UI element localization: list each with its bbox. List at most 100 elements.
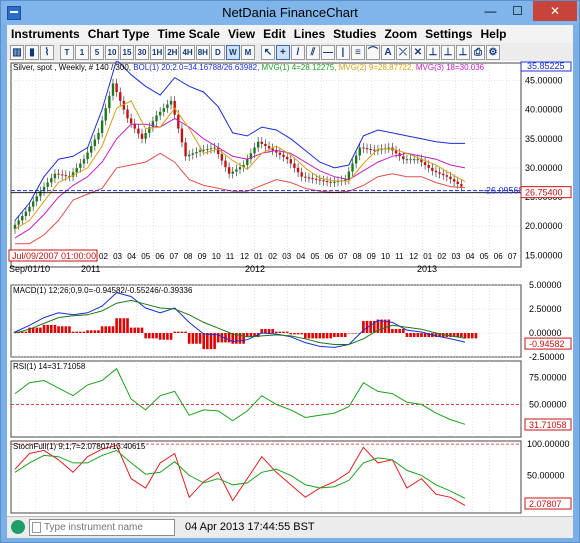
macd-histogram-bar <box>235 333 238 344</box>
price-y-tick: 15.00000 <box>525 250 563 260</box>
macd-histogram-bar <box>278 331 282 333</box>
menu-settings[interactable]: Settings <box>425 27 473 41</box>
parallel-lines-icon[interactable]: ⫽ <box>305 44 320 60</box>
menu-zoom[interactable]: Zoom <box>384 27 418 41</box>
timescale-w[interactable]: W <box>225 44 240 60</box>
candle-body <box>456 181 459 185</box>
macd-histogram-bar <box>427 333 431 338</box>
chart-area[interactable]: 45.0000040.0000035.0000030.0000025.00000… <box>7 61 573 516</box>
candle-body <box>31 201 35 207</box>
menu-edit[interactable]: Edit <box>263 27 286 41</box>
menu-time-scale[interactable]: Time Scale <box>157 27 220 41</box>
candle-body <box>71 172 75 177</box>
macd-histogram-bar <box>231 333 235 344</box>
macd-histogram-bar <box>282 331 285 333</box>
pin-icon[interactable]: ⊥ <box>425 44 440 60</box>
trend-line-icon[interactable]: / <box>290 44 305 60</box>
candle-body <box>21 216 24 221</box>
macd-histogram-bar <box>420 333 423 338</box>
menu-studies[interactable]: Studies <box>333 27 377 41</box>
bollinger-lower-line <box>15 152 466 245</box>
macd-histogram-bar <box>402 328 405 333</box>
price-legend: Silver, spot , Weekly, # 140 / 300, BOL(… <box>13 63 485 72</box>
candle-body <box>140 133 144 139</box>
macd-histogram-bar <box>398 328 401 333</box>
pin3-icon[interactable]: ⊥ <box>455 44 470 60</box>
candle-body <box>365 148 369 150</box>
menu-view[interactable]: View <box>227 27 256 41</box>
timescale-4h[interactable]: 4H <box>180 44 195 60</box>
macd-histogram-bar <box>463 333 467 339</box>
text-icon[interactable]: A <box>380 44 395 60</box>
macd-histogram-bar <box>35 327 39 333</box>
delete-icon[interactable]: ✕ <box>410 44 425 60</box>
line-chart-icon[interactable]: ⌇ <box>40 44 54 60</box>
vertical-line-icon[interactable]: | <box>335 44 350 60</box>
timescale-8h[interactable]: 8H <box>195 44 210 60</box>
instrument-search-input[interactable] <box>29 519 175 536</box>
fibonacci-icon[interactable]: ≡ <box>350 44 365 60</box>
macd-histogram-bar <box>271 328 274 333</box>
menu-chart-type[interactable]: Chart Type <box>87 27 150 41</box>
menu-instruments[interactable]: Instruments <box>11 27 80 41</box>
erase-line-icon[interactable]: ⤫ <box>395 44 410 60</box>
macd-histogram-bar <box>216 333 220 343</box>
macd-histogram-bar <box>100 326 104 333</box>
macd-histogram-bar <box>267 328 271 333</box>
macd-histogram-bar <box>343 333 347 338</box>
menu-help[interactable]: Help <box>480 27 507 41</box>
macd-histogram-bar <box>177 331 180 333</box>
x-tick-label: 03 <box>452 252 461 261</box>
candle-body <box>423 162 427 165</box>
year-label: 2013 <box>417 264 437 274</box>
print-icon[interactable]: ⎙ <box>470 44 485 60</box>
timescale-2h[interactable]: 2H <box>165 44 180 60</box>
x-tick-label: 03 <box>113 252 122 261</box>
macd-histogram-bar <box>97 330 100 333</box>
chart-svg[interactable]: 45.0000040.0000035.0000030.0000025.00000… <box>7 61 573 516</box>
x-tick-label: 10 <box>381 252 390 261</box>
crosshair-icon[interactable]: + <box>275 44 290 60</box>
title-bar[interactable]: NetDania FinanceChart — ☐ ✕ <box>1 1 579 25</box>
candle-body <box>354 155 358 164</box>
bar-chart-icon[interactable]: ▥ <box>10 44 24 60</box>
macd-histogram-bar <box>28 327 31 333</box>
candle-body <box>438 172 441 174</box>
menu-lines[interactable]: Lines <box>293 27 326 41</box>
arc-icon[interactable]: ⌒ <box>365 44 380 60</box>
pin2-icon[interactable]: ⊥ <box>440 44 455 60</box>
candle-body <box>42 186 46 192</box>
candle-body <box>344 179 347 181</box>
timescale-15[interactable]: 15 <box>120 44 134 60</box>
timescale-5[interactable]: 5 <box>90 44 104 60</box>
settings-icon[interactable]: ⚙ <box>485 44 500 60</box>
timescale-1[interactable]: 1 <box>75 44 89 60</box>
stoch-k-line <box>14 444 466 506</box>
timescale-t[interactable]: T <box>60 44 74 60</box>
candle-body <box>271 148 274 151</box>
candle-body <box>220 154 224 161</box>
timescale-1h[interactable]: 1H <box>150 44 165 60</box>
candle-body <box>322 180 325 182</box>
macd-histogram-bar <box>416 333 420 338</box>
candle-body <box>249 153 253 160</box>
minimize-button[interactable]: — <box>484 4 497 18</box>
macd-histogram-bar <box>195 333 198 344</box>
timescale-30[interactable]: 30 <box>135 44 149 60</box>
candle-body <box>79 163 82 168</box>
close-button[interactable]: ✕ <box>533 1 577 21</box>
timescale-10[interactable]: 10 <box>105 44 119 60</box>
cursor-icon[interactable]: ↖ <box>260 44 275 60</box>
candle-body <box>238 167 242 170</box>
timescale-m[interactable]: M <box>240 44 255 60</box>
x-tick-label: 02 <box>437 252 446 261</box>
horizontal-line-icon[interactable]: — <box>320 44 335 60</box>
macd-histogram-bar <box>60 326 64 333</box>
timescale-d[interactable]: D <box>210 44 225 60</box>
mvg1-line <box>14 100 466 230</box>
maximize-button[interactable]: ☐ <box>512 4 523 18</box>
macd-histogram-bar <box>253 333 256 338</box>
candle-chart-icon[interactable]: ▮ <box>25 44 39 60</box>
macd-histogram-bar <box>474 333 478 339</box>
candle-body <box>144 132 147 139</box>
